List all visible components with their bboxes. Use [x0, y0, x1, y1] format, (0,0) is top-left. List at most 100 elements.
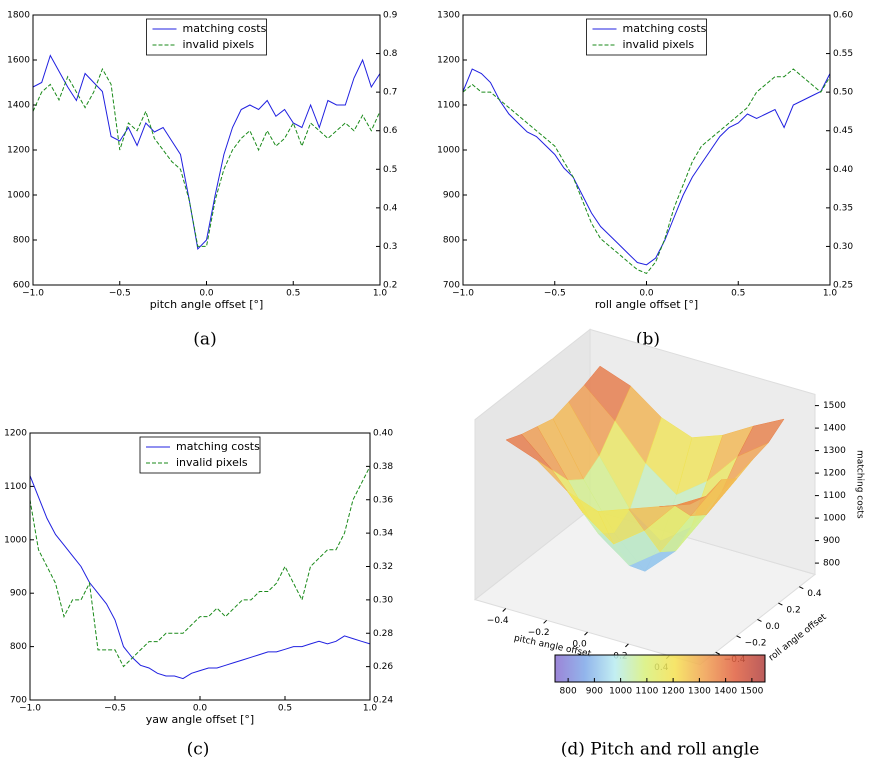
y-tick-label: 1100 [437, 101, 460, 111]
y-tick-label: 0.2 [786, 606, 800, 616]
y-tick-label: 1000 [437, 146, 460, 156]
x-tick-label: 1.0 [363, 704, 378, 714]
plot-frame [462, 14, 831, 286]
x-tick-label: −0.4 [487, 616, 509, 626]
y2-tick-label: 0.32 [373, 562, 393, 572]
y-tick-label: 1000 [4, 535, 27, 545]
z-axis-label: matching costs [854, 450, 864, 519]
series-line [462, 68, 831, 275]
y-tick-label: 600 [13, 281, 30, 291]
z-tick-label: 1400 [823, 424, 846, 434]
y2-tick-label: 0.30 [373, 595, 393, 605]
z-tick-label: 1200 [823, 469, 846, 479]
x-tick-label: −1.0 [19, 704, 41, 714]
y2-tick-label: 0.40 [833, 165, 853, 175]
x-tick-label: 1.0 [823, 289, 838, 299]
x-tick-label: −0.5 [104, 704, 126, 714]
colorbar-tick-label: 800 [560, 687, 577, 697]
z-tick-label: 1300 [823, 446, 846, 456]
colorbar-tick-label: 1200 [662, 687, 685, 697]
z-tick-label: 1100 [823, 491, 846, 501]
y2-tick-label: 0.45 [833, 126, 853, 136]
y-tick-label: 900 [10, 589, 27, 599]
series-line [32, 54, 381, 251]
x-tick [625, 643, 629, 648]
x-tick [543, 619, 547, 624]
y-tick-label: 1200 [7, 146, 30, 156]
y2-tick-label: 0.3 [383, 242, 397, 252]
y2-tick-label: 0.38 [373, 462, 393, 472]
x-tick-label: 0.5 [731, 289, 745, 299]
y2-tick-label: 0.34 [373, 529, 393, 539]
y2-tick-label: 0.30 [833, 242, 853, 252]
y-tick-label: 1300 [437, 11, 460, 21]
y2-tick-label: 0.60 [833, 11, 853, 21]
x-tick-label: −1.0 [22, 289, 44, 299]
y2-tick-label: 0.4 [383, 203, 398, 213]
y-tick-label: 1400 [7, 101, 30, 111]
x-tick-label: 1.0 [373, 289, 388, 299]
y-tick-label: 0.4 [807, 589, 822, 599]
y-tick-label: 1200 [437, 56, 460, 66]
y2-tick-label: 0.36 [373, 495, 393, 505]
x-tick-label: −0.2 [528, 628, 550, 638]
legend-label: invalid pixels [623, 38, 695, 51]
colorbar-tick-label: 900 [586, 687, 603, 697]
x-tick-label: 0.0 [193, 704, 208, 714]
x-tick [502, 608, 507, 612]
y2-tick-label: 0.7 [383, 88, 397, 98]
y-axis-label: roll angle offset [767, 612, 829, 663]
legend-label: matching costs [623, 22, 707, 35]
x-tick-label: 0.5 [278, 704, 292, 714]
x-tick [584, 631, 588, 636]
colorbar-tick-label: 1400 [714, 687, 737, 697]
x-tick-label: 0.0 [199, 289, 214, 299]
y-tick-label: 1100 [4, 482, 27, 492]
caption: (d) Pitch and roll angle [561, 740, 760, 760]
x-tick-label: 0.5 [286, 289, 300, 299]
y2-tick-label: 0.2 [383, 281, 397, 291]
series-line [32, 67, 381, 247]
y-tick [799, 586, 804, 590]
legend-box [139, 436, 261, 474]
colorbar [554, 654, 766, 683]
y-tick-label: 1800 [7, 11, 30, 21]
y-tick-label: 800 [10, 642, 27, 652]
y-tick [778, 602, 783, 606]
colorbar-tick-label: 1000 [609, 687, 632, 697]
plot-frame [29, 432, 371, 701]
series-line [462, 68, 831, 266]
series-line [29, 475, 371, 680]
y2-tick-label: 0.26 [373, 662, 393, 672]
legend-label: matching costs [176, 440, 260, 453]
y-tick-label: 700 [10, 696, 27, 706]
y2-tick-label: 0.35 [833, 203, 853, 213]
caption: (c) [187, 740, 210, 760]
z-tick-label: 800 [823, 559, 840, 569]
y2-tick-label: 0.6 [383, 126, 398, 136]
y-tick-label: 900 [443, 191, 460, 201]
x-axis-label: roll angle offset [°] [595, 298, 698, 311]
plot-frame [32, 14, 381, 286]
x-tick-label: −0.5 [544, 289, 566, 299]
x-tick-label: 0.0 [572, 640, 587, 650]
legend-label: invalid pixels [183, 38, 255, 51]
x-tick-label: 0.0 [639, 289, 654, 299]
z-tick-label: 900 [823, 536, 840, 546]
series-line [29, 466, 371, 668]
y2-tick-label: 0.40 [373, 429, 393, 439]
y-tick [757, 619, 762, 622]
x-axis-label: pitch angle offset [°] [150, 298, 264, 311]
caption: (a) [193, 330, 216, 350]
y2-tick-label: 0.9 [383, 11, 398, 21]
legend-box [586, 18, 707, 56]
y-tick-label: 800 [13, 236, 30, 246]
x-tick-label: −0.5 [109, 289, 131, 299]
colorbar-tick-label: 1300 [688, 687, 711, 697]
y2-tick-label: 0.5 [383, 165, 397, 175]
y-tick-label: 1200 [4, 429, 27, 439]
y-tick [715, 651, 720, 655]
y2-tick-label: 0.24 [373, 696, 393, 706]
y2-tick-label: 0.28 [373, 629, 393, 639]
